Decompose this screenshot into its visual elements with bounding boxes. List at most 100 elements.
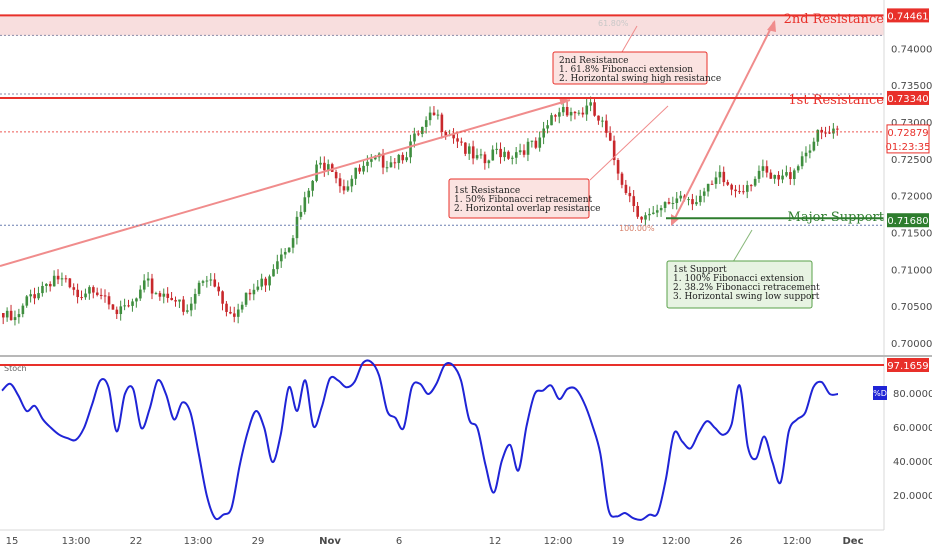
time-tick-label: 12:00 bbox=[662, 536, 691, 547]
candle-body bbox=[103, 295, 107, 297]
stoch-d-line bbox=[1, 359, 839, 521]
stoch-tick-label: 60.0000 bbox=[893, 423, 932, 434]
candle-body bbox=[530, 140, 534, 142]
candle-body bbox=[616, 160, 620, 174]
candle-body bbox=[41, 285, 44, 294]
candle-body bbox=[240, 304, 244, 310]
candle-body bbox=[605, 120, 608, 133]
candle-body bbox=[330, 164, 334, 172]
time-tick-label: 19 bbox=[612, 536, 625, 547]
second-resistance-note-line-3: 2. Horizontal swing high resistance bbox=[559, 74, 721, 84]
candle-body bbox=[131, 301, 134, 306]
first-support-note: 1st Support 1. 100% Fibonacci extension … bbox=[666, 229, 820, 309]
candle-body bbox=[280, 254, 283, 262]
candlestick-series bbox=[2, 96, 839, 326]
candle-body bbox=[166, 293, 170, 298]
candle-body bbox=[80, 297, 83, 299]
candle-body bbox=[107, 296, 111, 305]
candle-body bbox=[538, 137, 542, 148]
first-support-note-box bbox=[666, 260, 813, 309]
candle-body bbox=[346, 186, 350, 191]
candle-body bbox=[127, 305, 130, 307]
candle-body bbox=[769, 172, 773, 179]
candle-body bbox=[789, 172, 792, 180]
candle-body bbox=[123, 305, 126, 307]
current-price-tag-bg bbox=[886, 124, 930, 154]
candle-body bbox=[628, 192, 632, 197]
second-resistance-zone bbox=[0, 15, 884, 36]
candle-body bbox=[29, 294, 33, 297]
candle-body bbox=[197, 282, 201, 294]
stoch-title: Stoch bbox=[4, 364, 27, 373]
candle-body bbox=[456, 138, 459, 142]
time-tick-label: 6 bbox=[396, 536, 402, 547]
stoch-level-tag: 97.1659 bbox=[887, 358, 929, 372]
price-tick-label: 0.70500 bbox=[891, 302, 932, 313]
first-support-note-line-1: 1st Support bbox=[673, 265, 727, 275]
candle-body bbox=[440, 114, 444, 133]
candle-body bbox=[68, 278, 72, 288]
candle-body bbox=[726, 182, 730, 185]
candle-body bbox=[154, 293, 158, 295]
candle-body bbox=[808, 150, 812, 153]
candle-body bbox=[652, 212, 655, 214]
countdown-text: 01:23:35 bbox=[886, 142, 931, 153]
candle-body bbox=[56, 275, 60, 280]
candle-body bbox=[5, 310, 9, 318]
candle-body bbox=[746, 185, 749, 192]
major-support-tag-bg bbox=[887, 213, 929, 228]
price-tick-label: 0.71500 bbox=[891, 228, 932, 239]
candle-body bbox=[832, 128, 835, 134]
candle-body bbox=[119, 306, 123, 315]
stoch-axis[interactable]: 80.0000 60.0000 40.0000 20.0000 bbox=[893, 389, 932, 502]
price-tick-label: 0.72500 bbox=[891, 155, 932, 166]
rising-trendline bbox=[0, 99, 571, 267]
candle-body bbox=[358, 167, 361, 172]
candle-body bbox=[92, 287, 95, 293]
candle-body bbox=[139, 289, 142, 299]
candle-body bbox=[385, 167, 389, 169]
candle-body bbox=[334, 171, 338, 179]
candle-body bbox=[182, 299, 185, 312]
time-tick-label: 29 bbox=[252, 536, 265, 547]
candle-body bbox=[522, 150, 526, 155]
candle-body bbox=[816, 129, 820, 142]
first-support-note-pointer bbox=[732, 229, 753, 263]
candle-body bbox=[585, 105, 589, 115]
candle-body bbox=[432, 112, 436, 116]
candle-body bbox=[193, 293, 197, 304]
candle-body bbox=[135, 298, 138, 302]
candle-body bbox=[2, 313, 5, 318]
candle-body bbox=[401, 154, 405, 161]
candle-body bbox=[217, 286, 220, 292]
candle-body bbox=[565, 106, 569, 116]
price-axis[interactable]: 0.74000 0.73500 0.73000 0.72500 0.72000 0.715… bbox=[891, 44, 932, 350]
candle-body bbox=[702, 191, 706, 196]
major-support-label: Major Support bbox=[788, 210, 885, 225]
candle-body bbox=[244, 292, 248, 305]
first-resistance-tag-text: 0.73340 bbox=[887, 94, 928, 105]
time-axis[interactable]: 15 13:00 22 13:00 29 Nov 6 12 12:00 19 12:00 26 12:0… bbox=[6, 536, 864, 547]
second-resistance-note-line-2: 1. 61.8% Fibonacci extension bbox=[559, 65, 693, 75]
stoch-series-tag-bg bbox=[873, 386, 887, 400]
price-tick-label: 0.72000 bbox=[891, 192, 932, 203]
candle-body bbox=[417, 133, 420, 135]
candle-body bbox=[730, 184, 733, 190]
candle-body bbox=[236, 309, 240, 317]
candle-body bbox=[632, 196, 636, 206]
candle-body bbox=[272, 269, 275, 277]
candle-body bbox=[695, 202, 698, 205]
candle-body bbox=[248, 292, 252, 295]
candle-body bbox=[209, 279, 213, 281]
candle-body bbox=[260, 278, 264, 287]
first-resistance-note-line-3: 2. Horizontal overlap resistance bbox=[454, 204, 600, 214]
projection-arrowhead-down bbox=[671, 214, 679, 226]
second-resistance-tag-text: 0.74461 bbox=[887, 11, 928, 22]
candle-body bbox=[311, 180, 314, 191]
candle-body bbox=[561, 106, 565, 113]
candle-body bbox=[593, 102, 596, 116]
time-tick-label: Nov bbox=[319, 536, 341, 547]
stoch-tick-label: 80.0000 bbox=[893, 389, 932, 400]
candle-body bbox=[573, 111, 577, 114]
